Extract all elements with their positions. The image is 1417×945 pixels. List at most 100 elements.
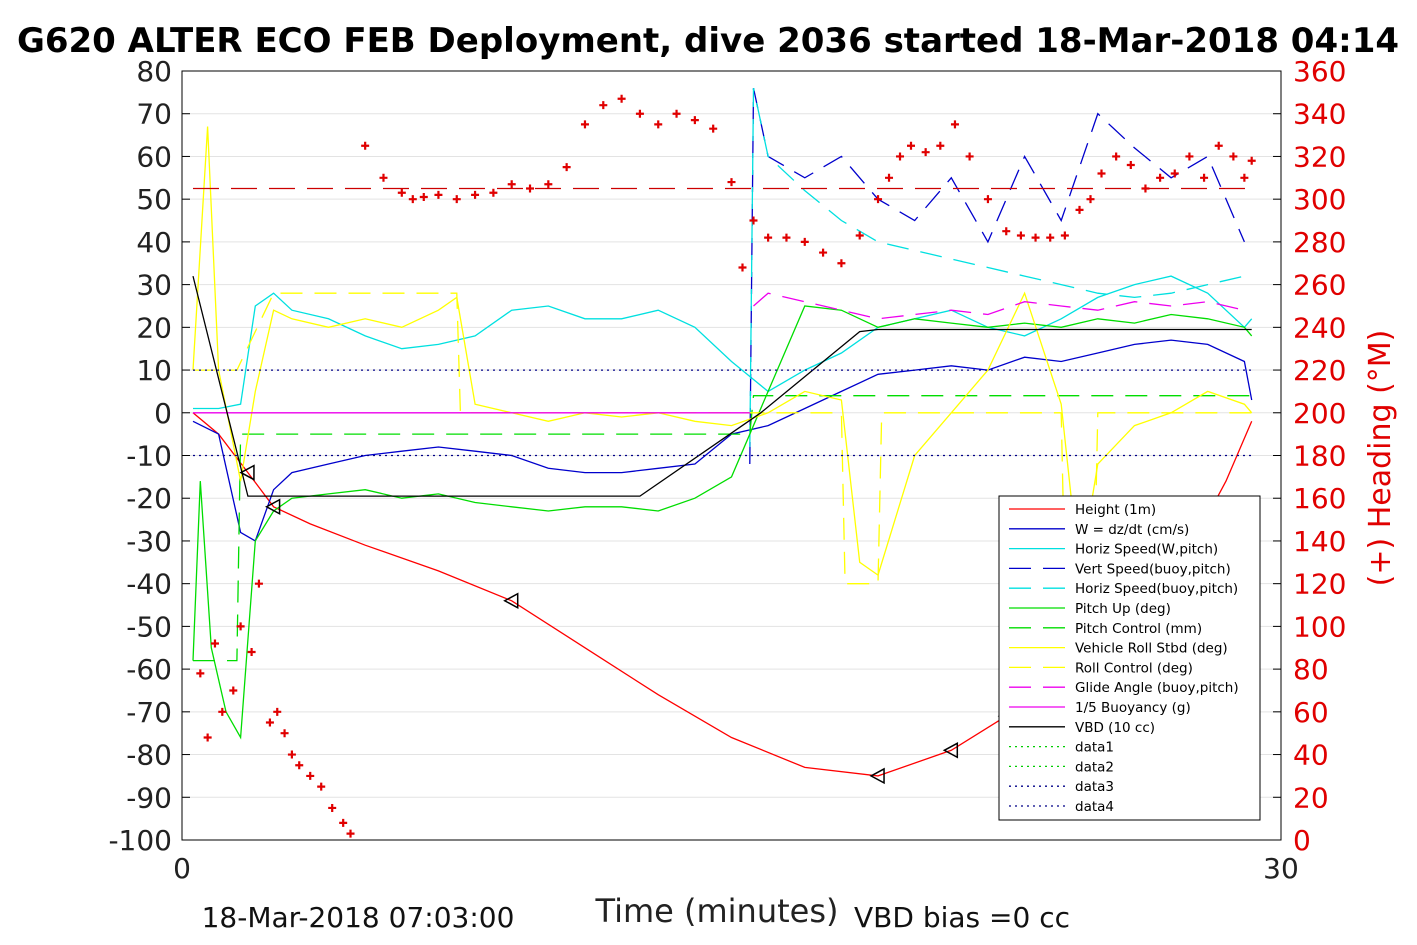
heading-marker	[339, 818, 348, 827]
left-tick-label: -20	[126, 482, 172, 515]
right-tick-label: 0	[1293, 824, 1311, 857]
heading-marker	[1170, 169, 1179, 178]
left-tick-label: -100	[108, 824, 172, 857]
glider-triangle-marker	[265, 498, 281, 516]
left-tick-label: 70	[136, 98, 172, 131]
heading-marker	[218, 707, 227, 716]
glider-triangle-marker	[503, 592, 519, 610]
heading-marker	[489, 188, 498, 197]
heading-marker	[617, 94, 626, 103]
heading-marker	[346, 829, 355, 838]
series-line	[749, 87, 1245, 448]
heading-marker	[254, 579, 263, 588]
heading-marker	[709, 124, 718, 133]
heading-marker	[1016, 231, 1025, 240]
heading-marker	[635, 109, 644, 118]
legend-label: Roll Control (deg)	[1075, 660, 1193, 676]
heading-marker	[507, 180, 516, 189]
heading-marker	[471, 190, 480, 199]
heading-marker	[361, 141, 370, 150]
left-tick-label: 60	[136, 140, 172, 173]
series-line	[193, 275, 1253, 410]
x-axis-ticks: 0 30	[173, 832, 1299, 885]
heading-marker	[950, 120, 959, 129]
glider-triangle-marker	[869, 767, 885, 785]
left-tick-label: -90	[126, 781, 172, 814]
legend-label: W = dz/dt (cm/s)	[1075, 522, 1189, 538]
left-tick-label: 10	[136, 354, 172, 387]
right-tick-label: 200	[1293, 397, 1346, 430]
legend-label: Pitch Up (deg)	[1075, 601, 1171, 617]
legend-label: Vert Speed(buoy,pitch)	[1075, 561, 1231, 577]
right-tick-label: 320	[1293, 140, 1346, 173]
heading-marker	[1002, 227, 1011, 236]
footer-timestamp: 18-Mar-2018 07:03:00	[202, 901, 515, 934]
right-axis-label: (+) Heading (°M)	[1363, 330, 1398, 587]
heading-marker	[1031, 233, 1040, 242]
right-tick-label: 140	[1293, 525, 1346, 558]
right-tick-label: 60	[1293, 696, 1329, 729]
legend-label: data1	[1075, 740, 1114, 756]
right-axis-ticks: 3603403203002802602402202001801601401201…	[1273, 55, 1346, 857]
heading-marker	[247, 648, 256, 657]
heading-marker	[1086, 195, 1095, 204]
right-tick-label: 20	[1293, 781, 1329, 814]
x-tick-label: 0	[173, 852, 191, 885]
heading-marker	[983, 195, 992, 204]
heading-marker	[1214, 141, 1223, 150]
left-tick-label: 40	[136, 226, 172, 259]
heading-marker	[526, 184, 535, 193]
heading-marker	[599, 101, 608, 110]
heading-marker	[1060, 231, 1069, 240]
heading-marker	[379, 173, 388, 182]
legend: Height (1m) W = dz/dt (cm/s) Horiz Speed(W…	[998, 495, 1261, 821]
heading-marker	[229, 686, 238, 695]
chart-title: G620 ALTER ECO FEB Deployment, dive 2036…	[17, 21, 1399, 61]
heading-marker	[397, 188, 406, 197]
series-line	[749, 87, 1245, 465]
heading-markers	[196, 94, 1256, 838]
heading-marker	[562, 163, 571, 172]
legend-label: Pitch Control (mm)	[1075, 621, 1202, 637]
heading-marker	[317, 782, 326, 791]
legend-box	[998, 495, 1261, 821]
heading-marker	[654, 120, 663, 129]
left-axis-ticks: 80 70 60 50 40 30 20 10 0 -10 -20 -30 -40 -50 -60 -70 -8…	[108, 55, 190, 857]
heading-marker	[1075, 205, 1084, 214]
series-line	[192, 305, 1253, 740]
heading-marker	[855, 231, 864, 240]
x-tick-label: 30	[1263, 852, 1299, 885]
heading-marker	[738, 263, 747, 272]
heading-marker	[287, 750, 296, 759]
heading-marker	[273, 707, 282, 716]
heading-marker	[782, 233, 791, 242]
legend-label: VBD (10 cc)	[1075, 720, 1155, 736]
heading-marker	[672, 109, 681, 118]
right-tick-label: 240	[1293, 311, 1346, 344]
heading-marker	[1200, 173, 1209, 182]
heading-marker	[452, 195, 461, 204]
heading-marker	[1112, 152, 1121, 161]
legend-label: Vehicle Roll Stbd (deg)	[1075, 641, 1228, 657]
heading-marker	[1126, 160, 1135, 169]
heading-marker	[907, 141, 916, 150]
left-tick-label: -50	[126, 610, 172, 643]
heading-marker	[727, 178, 736, 187]
heading-marker	[936, 141, 945, 150]
series-layer	[192, 87, 1253, 785]
heading-marker	[295, 761, 304, 770]
heading-marker	[328, 803, 337, 812]
series-line	[192, 275, 1252, 497]
heading-marker	[1229, 152, 1238, 161]
heading-marker	[1156, 173, 1165, 182]
right-tick-label: 100	[1293, 610, 1346, 643]
heading-marker	[236, 622, 245, 631]
left-tick-label: 20	[136, 311, 172, 344]
legend-label: data4	[1075, 799, 1114, 815]
heading-marker	[921, 148, 930, 157]
left-tick-label: -60	[126, 653, 172, 686]
heading-marker	[196, 669, 205, 678]
heading-marker	[210, 639, 219, 648]
glider-triangle-marker	[942, 742, 959, 759]
heading-marker	[280, 729, 289, 738]
